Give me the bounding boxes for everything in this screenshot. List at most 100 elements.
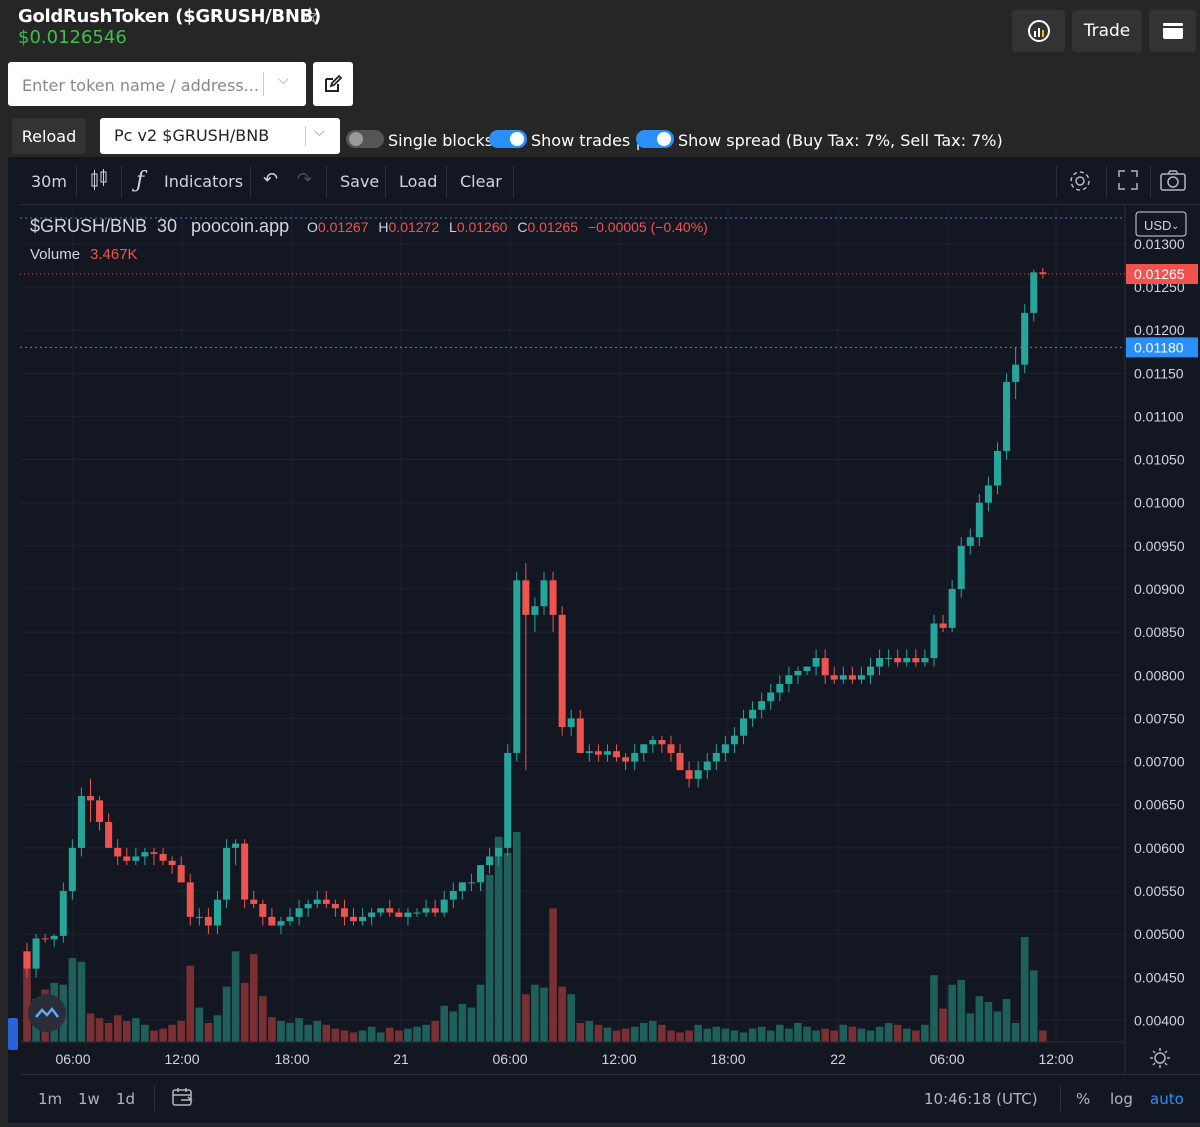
candle (277, 916, 285, 935)
candle (1030, 269, 1038, 322)
candle (876, 649, 884, 676)
undo-icon[interactable]: ↶ (263, 169, 279, 190)
candle (939, 614, 947, 633)
volume-bar (893, 1024, 902, 1042)
candle (740, 709, 748, 745)
redo-icon[interactable]: ↷ (297, 169, 313, 190)
candle (23, 942, 31, 978)
volume-bar (912, 1030, 920, 1042)
candle (304, 899, 312, 917)
price-axis-tick: 0.01150 (1134, 365, 1184, 381)
candle (803, 666, 811, 676)
token-search-input[interactable] (20, 62, 264, 108)
volume-bar (776, 1024, 784, 1042)
candle (966, 528, 974, 555)
pair-select[interactable]: Pc v2 $GRUSH/BNB ⌵ (100, 118, 340, 154)
camera-icon[interactable] (1160, 169, 1186, 195)
show-trades-toggle[interactable] (489, 130, 527, 148)
candle (368, 908, 376, 926)
volume-bar (395, 1030, 403, 1042)
candle (395, 908, 403, 917)
candle (331, 899, 339, 917)
candle (449, 882, 457, 909)
candle (268, 908, 276, 926)
svg-text:O0.01267 H0.01272 L0.0: O0.01267 H0.01272 L0.01260 C0.01265 −0.0… (307, 219, 708, 235)
candle-type-icon[interactable] (90, 168, 108, 196)
chevron-down-icon: ⌵ (314, 124, 325, 140)
volume-bar (386, 1027, 394, 1042)
volume-bar (277, 1021, 285, 1042)
candle (386, 899, 394, 917)
candle (1012, 347, 1020, 400)
chevron-down-icon[interactable]: ⌵ (278, 72, 289, 88)
candle (685, 761, 693, 788)
volume-bar (222, 986, 231, 1042)
candle (721, 735, 729, 762)
last-price-tag (1126, 264, 1198, 285)
candle (359, 908, 367, 926)
volume-bar (1039, 1030, 1047, 1042)
interval-selector[interactable]: 30m (31, 172, 67, 191)
volume-bar (1002, 999, 1011, 1042)
volume-bar (667, 1030, 675, 1042)
volume-label: Volume (30, 246, 80, 263)
drawing-panel-handle[interactable] (8, 1018, 18, 1050)
candle (422, 899, 430, 917)
volume-bar (549, 908, 557, 1042)
settings-gear-icon[interactable] (1068, 169, 1092, 197)
volume-bar (603, 1027, 612, 1042)
volume-bar (948, 984, 956, 1042)
indicators-button[interactable]: Indicators (164, 172, 244, 191)
candle (767, 683, 775, 710)
legend-open-label: O (307, 219, 318, 235)
candle (848, 666, 856, 684)
chart-icon-button[interactable] (1012, 10, 1065, 52)
volume-bar (576, 1022, 585, 1042)
candle (930, 614, 938, 667)
price-axis-tick: 0.01100 (1134, 408, 1184, 424)
volume-bar (939, 1008, 947, 1042)
reload-button[interactable]: Reload (12, 118, 86, 154)
tradingview-logo-icon[interactable] (28, 994, 66, 1032)
indicators-fx-icon[interactable]: ƒ (136, 168, 145, 193)
auto-scale-button[interactable]: auto (1150, 1090, 1184, 1108)
goto-date-icon[interactable] (172, 1087, 194, 1111)
candle (431, 899, 439, 917)
candle (150, 847, 158, 866)
candle (159, 847, 167, 866)
theme-sun-icon[interactable] (1150, 1048, 1170, 1068)
candle (132, 847, 140, 866)
utc-clock[interactable]: 10:46:18 (UTC) (924, 1090, 1038, 1108)
percent-scale-button[interactable]: % (1076, 1090, 1091, 1108)
volume-bar (231, 951, 240, 1042)
volume-bar (730, 1030, 739, 1042)
price-axis-tick: 0.00450 (1134, 969, 1185, 985)
volume-value: 3.467K (90, 246, 138, 263)
log-scale-button[interactable]: log (1110, 1090, 1133, 1108)
price-axis-tick: 0.00400 (1134, 1012, 1185, 1028)
candle (830, 666, 838, 684)
chart-toolbar: 30m ƒ Indicators ↶ ↷ Save Load Clear (20, 158, 1200, 205)
wallet-button[interactable] (1149, 10, 1196, 52)
volume-bar (150, 1030, 158, 1042)
volume-bar (522, 994, 530, 1042)
range-1w-button[interactable]: 1w (78, 1090, 100, 1108)
favorite-star-icon[interactable]: ☆ (300, 4, 320, 29)
volume-bar (1029, 970, 1038, 1042)
range-1m-button[interactable]: 1m (38, 1090, 63, 1108)
trade-button[interactable]: Trade (1072, 10, 1142, 52)
save-button[interactable]: Save (340, 172, 380, 191)
price-axis-tick: 0.00650 (1134, 797, 1185, 813)
fullscreen-icon[interactable] (1117, 169, 1139, 195)
clear-button[interactable]: Clear (460, 172, 502, 191)
edit-button[interactable] (313, 62, 353, 106)
volume-bar (295, 1018, 303, 1042)
chart-bottom-bar: 1m 1w 1d 10:46:18 (UTC) % log auto (20, 1074, 1200, 1121)
load-button[interactable]: Load (399, 172, 438, 191)
currency-selector[interactable] (1135, 211, 1187, 237)
show-spread-toggle[interactable] (636, 130, 674, 148)
single-blocks-toggle[interactable] (346, 130, 384, 148)
candle (921, 649, 929, 667)
range-1d-button[interactable]: 1d (116, 1090, 136, 1108)
